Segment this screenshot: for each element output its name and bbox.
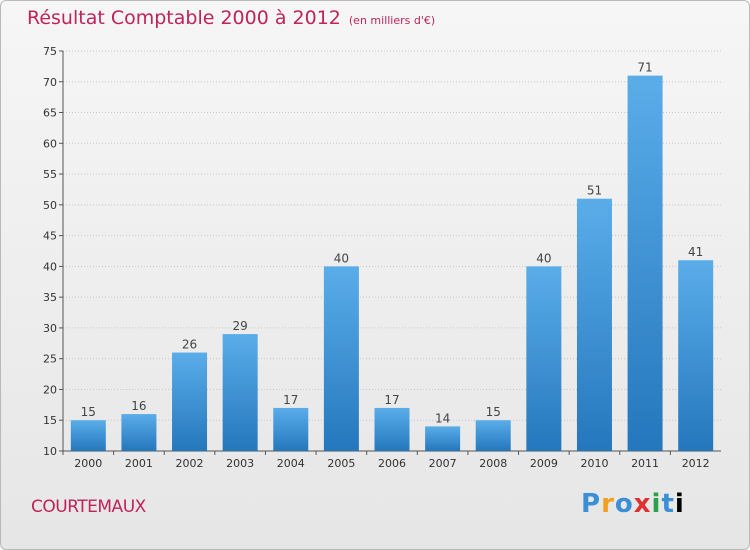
data-label: 15 [81,405,96,419]
y-tick-label: 50 [43,199,57,212]
y-tick-label: 40 [43,260,57,273]
bar [576,198,612,451]
x-tick-label: 2001 [125,457,153,470]
x-tick-label: 2011 [631,457,659,470]
grid-lines [63,50,721,452]
title-text: Résultat Comptable 2000 à 2012 [27,7,341,29]
x-tick-label: 2004 [277,457,305,470]
data-label: 17 [283,393,298,407]
bar [273,407,309,451]
bar [121,414,157,451]
bar [678,260,714,451]
y-tick-label: 65 [43,107,57,120]
data-label: 40 [536,251,551,265]
y-tick-label: 30 [43,322,57,335]
logo-letter: i [651,489,662,519]
bar [323,266,359,451]
logo-letter: r [601,489,615,519]
data-label: 16 [131,399,146,413]
y-tick-label: 45 [43,230,57,243]
x-tick-label: 2012 [682,457,710,470]
proxiti-logo: Proxiti [581,489,685,519]
data-label: 71 [637,61,652,75]
y-tick-label: 25 [43,353,57,366]
bar [425,426,461,451]
logo-letter: P [581,489,602,519]
x-tick-label: 2005 [327,457,355,470]
chart-title: Résultat Comptable 2000 à 2012 (en millie… [27,7,435,29]
unit-label: (en milliers d'€) [348,14,436,27]
y-tick-label: 70 [43,76,57,89]
y-tick-label: 20 [43,383,57,396]
y-tick-label: 15 [43,414,57,427]
y-tick-label: 55 [43,168,57,181]
x-tick-label: 2008 [479,457,507,470]
labels: 10 15 20 25 30 35 40 45 50 55 60 65 70 75 2000 15 2001 16… [43,45,710,470]
x-tick-label: 2006 [378,457,406,470]
y-tick-label: 60 [43,137,57,150]
x-tick-label: 2000 [74,457,102,470]
bar [526,266,562,451]
bars [70,75,714,451]
y-tick-label: 10 [43,445,57,458]
data-label: 26 [182,338,197,352]
bar [627,75,663,451]
data-label: 51 [587,184,602,198]
data-label: 15 [486,405,501,419]
y-tick-label: 35 [43,291,57,304]
bar [70,420,106,451]
logo-letter: x [633,489,652,519]
bar [172,352,208,451]
x-tick-label: 2009 [530,457,558,470]
logo-letter: t [661,489,675,519]
logo-letter: o [614,489,634,519]
data-label: 17 [384,393,399,407]
city-name: COURTEMAUX [31,497,146,517]
logo-letter: i [674,489,685,519]
bar [475,420,511,451]
x-tick-label: 2010 [580,457,608,470]
bar [374,407,410,451]
data-label: 14 [435,411,450,425]
y-tick-label: 75 [43,45,57,58]
x-tick-label: 2002 [176,457,204,470]
x-tick-label: 2007 [429,457,457,470]
data-label: 29 [233,319,248,333]
bar [222,334,258,451]
data-label: 40 [334,251,349,265]
data-label: 41 [688,245,703,259]
x-tick-label: 2003 [226,457,254,470]
